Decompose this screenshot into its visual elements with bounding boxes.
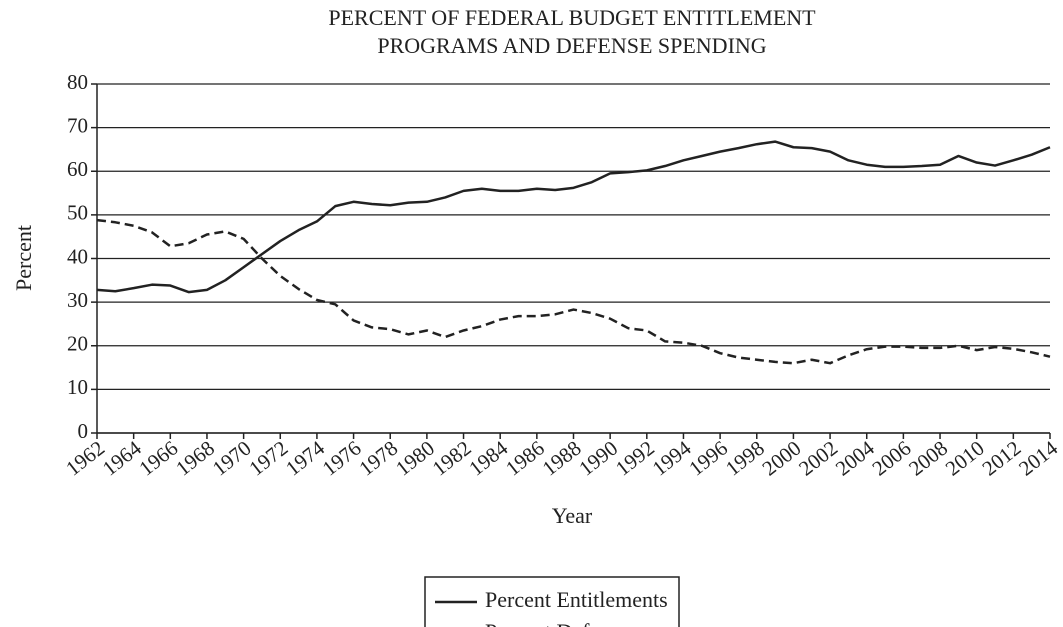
y-axis-label: Percent — [11, 225, 36, 291]
legend-box — [424, 576, 680, 627]
chart-title: PERCENT OF FEDERAL BUDGET ENTITLEMENT — [328, 5, 816, 30]
y-tick-label: 20 — [67, 332, 88, 356]
y-tick-label: 0 — [78, 419, 89, 443]
y-tick-label: 60 — [67, 157, 88, 181]
y-tick-label: 40 — [67, 244, 88, 268]
y-tick-label: 50 — [67, 201, 88, 225]
y-tick-label: 30 — [67, 288, 88, 312]
y-tick-label: 70 — [67, 113, 88, 137]
chart-title: PROGRAMS AND DEFENSE SPENDING — [377, 33, 766, 58]
x-axis-label: Year — [552, 503, 593, 528]
x-tick-label: 2014 — [1014, 436, 1062, 481]
data-line — [96, 140, 1051, 294]
y-tick-label: 10 — [67, 375, 88, 399]
y-tick-label: 80 — [67, 70, 88, 94]
data-line — [96, 218, 1051, 365]
legend-label: Percent Defense — [485, 619, 629, 627]
legend-label: Percent Entitlements — [485, 587, 668, 612]
